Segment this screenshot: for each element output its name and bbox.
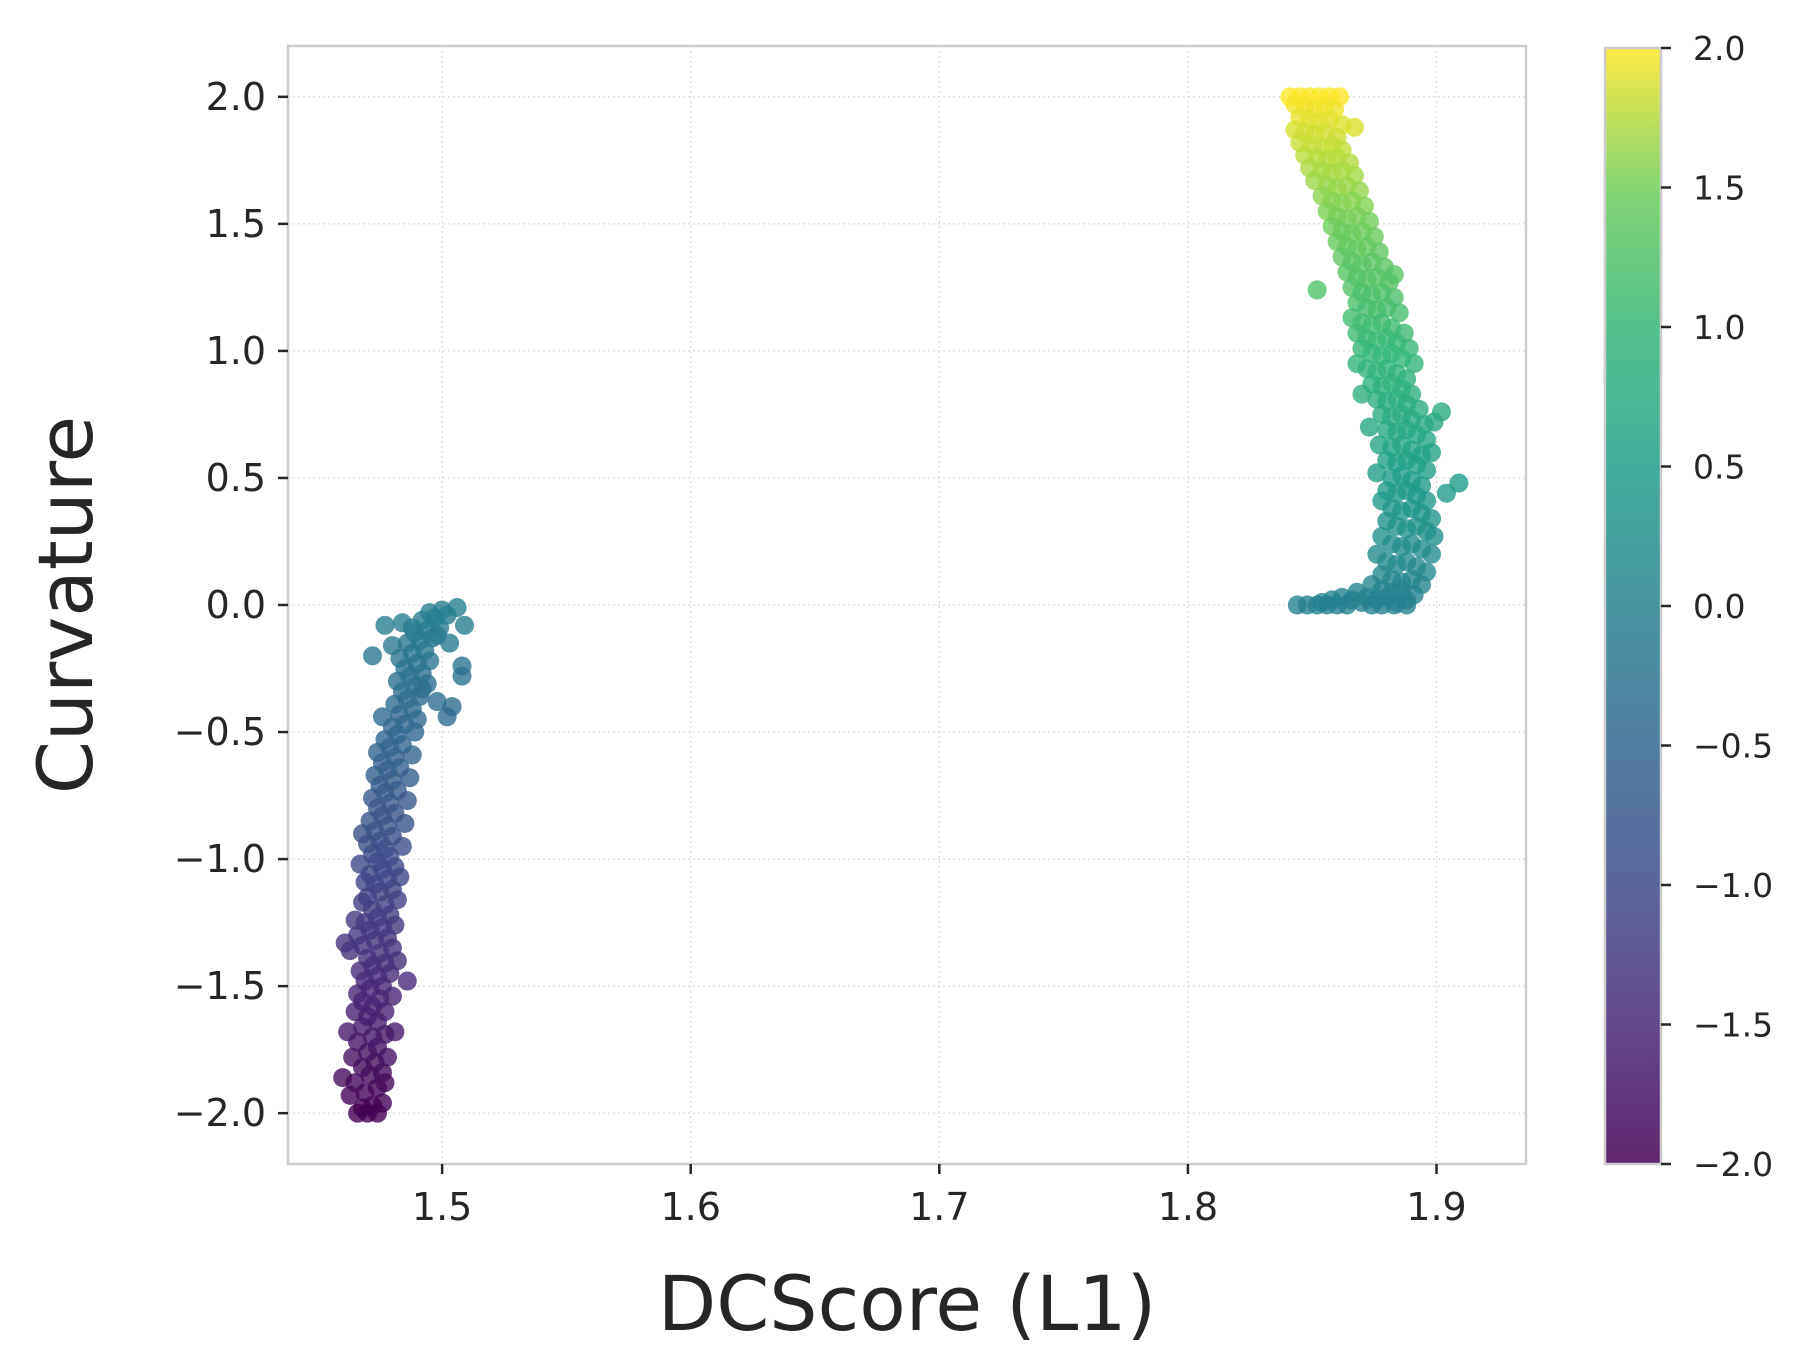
colorbar-gradient [1605, 48, 1661, 1164]
scatter-point [372, 707, 392, 727]
scatter-point [1389, 303, 1409, 323]
data-points [333, 87, 1469, 1123]
scatter-point [1422, 443, 1442, 463]
scatter-point [427, 692, 447, 712]
scatter-point [345, 1073, 365, 1093]
scatter-point [375, 615, 395, 635]
scatter-point [1397, 595, 1417, 615]
y-tick-label: −0.5 [174, 710, 266, 754]
colorbar-tick-label: 0.0 [1693, 587, 1745, 626]
x-tick-label: 1.9 [1406, 1185, 1466, 1229]
x-tick-label: 1.8 [1158, 1185, 1218, 1229]
scatter-point [343, 1047, 363, 1067]
colorbar-tick-label: −1.0 [1693, 866, 1773, 905]
colorbar-tick-label: −2.0 [1693, 1145, 1773, 1184]
scatter-point [338, 1022, 358, 1042]
y-tick-label: 0.5 [206, 456, 266, 500]
y-axis-title: Curvature [21, 416, 110, 794]
scatter-point [1337, 595, 1357, 615]
scatter-point [412, 679, 432, 699]
colorbar-tick-label: 0.5 [1693, 448, 1745, 487]
y-axis-ticks: 2.0 1.5 1.0 0.5 0.0 −0.5 −1.0 −1.5 −2.0 [174, 75, 288, 1135]
colorbar-tick-label: 1.0 [1693, 308, 1745, 347]
scatter-point [363, 646, 383, 666]
colorbar-tick-label: 1.5 [1693, 169, 1745, 208]
scatter-point [385, 1022, 405, 1042]
colorbar-ticks: 2.0 1.5 1.0 0.5 0.0 −0.5 −1.0 −1.5 −2.0 [1661, 29, 1773, 1184]
x-tick-label: 1.5 [412, 1185, 472, 1229]
y-tick-label: −2.0 [174, 1091, 266, 1135]
y-tick-label: 2.0 [206, 75, 266, 119]
y-tick-label: −1.5 [174, 964, 266, 1008]
scatter-point [397, 971, 417, 991]
scatter-point [1436, 483, 1456, 503]
scatter-point [1404, 354, 1424, 374]
scatter-point [440, 633, 460, 653]
scatter-point [402, 618, 422, 638]
scatter-point [1367, 463, 1387, 483]
colorbar-tick-label: −0.5 [1693, 727, 1773, 766]
x-tick-label: 1.7 [909, 1185, 969, 1229]
scatter-point [452, 666, 472, 686]
x-tick-label: 1.6 [661, 1185, 721, 1229]
y-tick-label: 1.5 [206, 202, 266, 246]
y-tick-label: 0.0 [206, 583, 266, 627]
scatter-point [447, 598, 467, 618]
scatter-point [1424, 526, 1444, 546]
scatter-point [345, 910, 365, 930]
scatter-point [1352, 384, 1372, 404]
scatter-point [442, 697, 462, 717]
scatter-point [1307, 280, 1327, 300]
scatter-point [432, 600, 452, 620]
scatter-point [382, 636, 402, 656]
scatter-point [1344, 117, 1364, 137]
colorbar-tick-label: −1.5 [1693, 1006, 1773, 1045]
scatter-point [372, 1093, 392, 1113]
y-tick-label: 1.0 [206, 329, 266, 373]
grid [288, 46, 1526, 1164]
x-axis-ticks: 1.5 1.6 1.7 1.8 1.9 [412, 1164, 1467, 1229]
scatter-point [1359, 417, 1379, 437]
colorbar: 2.0 1.5 1.0 0.5 0.0 −0.5 −1.0 −1.5 −2.0 [1603, 29, 1773, 1184]
scatter-point [1287, 595, 1307, 615]
y-tick-label: −1.0 [174, 837, 266, 881]
x-axis-title: DCScore (L1) [658, 1259, 1157, 1348]
colorbar-tick-label: 2.0 [1693, 29, 1745, 68]
scatter-point [1422, 544, 1442, 564]
scatter-point [1417, 460, 1437, 480]
scatter-point [455, 615, 475, 635]
